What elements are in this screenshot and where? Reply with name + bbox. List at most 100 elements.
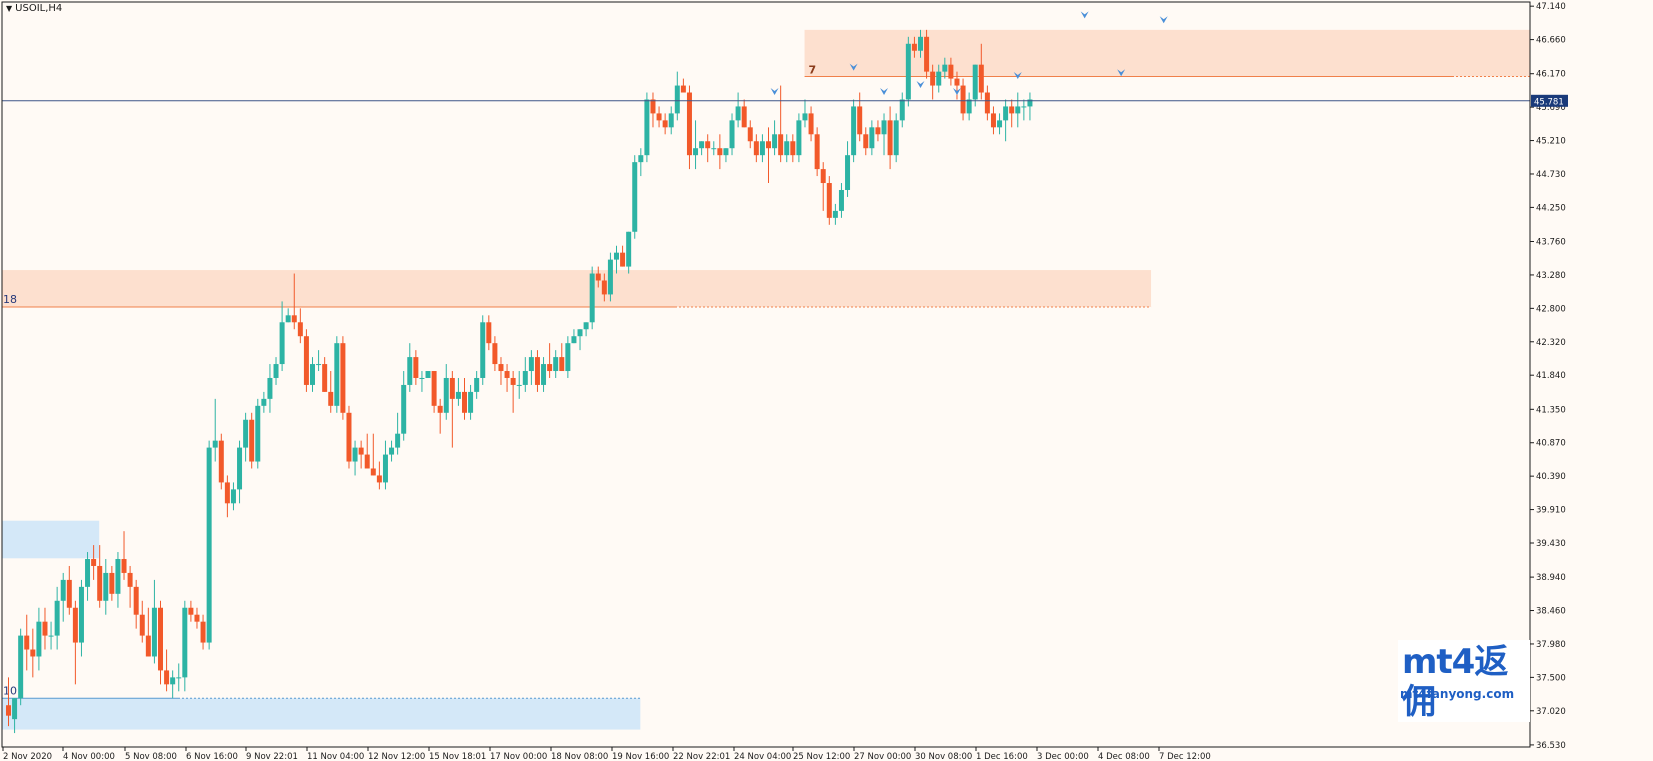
candle-body bbox=[680, 85, 686, 93]
x-tick-label: 30 Nov 08:00 bbox=[915, 752, 972, 761]
zone-mark: 7 bbox=[809, 64, 817, 77]
candle-body bbox=[571, 336, 577, 344]
candle-body bbox=[407, 357, 413, 385]
candle-body bbox=[310, 364, 315, 385]
y-tick-label: 40.870 bbox=[1536, 439, 1566, 449]
candle-body bbox=[413, 357, 419, 378]
candle-body bbox=[237, 447, 243, 490]
candle-body bbox=[291, 315, 297, 323]
candle-body bbox=[1027, 99, 1033, 107]
x-tick-label: 5 Nov 08:00 bbox=[125, 752, 177, 761]
candle-body bbox=[133, 586, 139, 615]
candle-body bbox=[565, 343, 571, 372]
candle-body bbox=[60, 579, 66, 601]
candle-body bbox=[1015, 106, 1021, 114]
candle-body bbox=[303, 336, 309, 385]
candle-body bbox=[176, 677, 182, 679]
x-tick-label: 17 Nov 00:00 bbox=[490, 752, 547, 761]
candle-body bbox=[370, 468, 376, 476]
candle-body bbox=[656, 113, 662, 121]
candle-body bbox=[389, 447, 395, 455]
candle-body bbox=[911, 43, 917, 51]
candle-body bbox=[838, 189, 844, 211]
fractal-arrow-icon bbox=[952, 87, 961, 95]
y-tick-label: 37.500 bbox=[1536, 673, 1566, 683]
candle-body bbox=[978, 64, 984, 93]
x-tick-label: 4 Nov 00:00 bbox=[63, 752, 115, 761]
candle-body bbox=[541, 364, 547, 385]
candle-body bbox=[729, 120, 735, 149]
candle-body bbox=[595, 273, 601, 281]
candle-body bbox=[206, 447, 212, 643]
candle-body bbox=[36, 621, 42, 657]
candle-body bbox=[492, 343, 498, 365]
candle-body bbox=[12, 698, 18, 720]
candle-body bbox=[340, 343, 346, 413]
candle-body bbox=[115, 559, 121, 594]
candle-body bbox=[747, 127, 753, 142]
candle-body bbox=[693, 148, 699, 156]
candle-body bbox=[285, 315, 291, 323]
candle-body bbox=[109, 572, 115, 594]
candle-body bbox=[352, 447, 358, 462]
y-tick-label: 38.460 bbox=[1536, 607, 1566, 617]
candle-body bbox=[528, 357, 534, 372]
candle-body bbox=[30, 649, 36, 657]
fractal-arrow-icon bbox=[1013, 71, 1022, 79]
candle-body bbox=[766, 141, 771, 149]
symbol-title: ▼ USOIL,H4 bbox=[6, 3, 62, 15]
candle-body bbox=[1003, 106, 1009, 121]
y-tick-label: 42.320 bbox=[1536, 338, 1566, 348]
candle-body bbox=[127, 572, 133, 587]
x-tick-label: 27 Nov 00:00 bbox=[854, 752, 911, 761]
candle-body bbox=[382, 454, 388, 483]
candle-body bbox=[121, 559, 127, 573]
candle-body bbox=[924, 36, 930, 72]
candle-body bbox=[930, 71, 936, 86]
candle-body bbox=[741, 106, 747, 128]
candle-body bbox=[832, 210, 838, 218]
candle-body bbox=[583, 322, 589, 330]
y-tick-label: 36.530 bbox=[1536, 741, 1566, 751]
candle-body bbox=[486, 322, 492, 344]
candle-body bbox=[364, 454, 370, 469]
candle-body bbox=[516, 384, 522, 386]
x-tick-label: 18 Nov 08:00 bbox=[551, 752, 608, 761]
y-tick-label: 38.940 bbox=[1536, 573, 1566, 583]
triangle-down-icon[interactable]: ▼ bbox=[6, 4, 13, 13]
candle-body bbox=[18, 635, 24, 699]
candle-body bbox=[194, 614, 200, 622]
candle-body bbox=[139, 614, 145, 636]
y-tick-label: 46.170 bbox=[1536, 70, 1566, 80]
fractal-arrow-icon bbox=[770, 87, 779, 95]
fractal-arrow-icon bbox=[849, 63, 858, 71]
x-tick-label: 19 Nov 16:00 bbox=[612, 752, 669, 761]
x-tick-label: 1 Dec 16:00 bbox=[976, 752, 1028, 761]
candle-body bbox=[273, 364, 279, 378]
candle-body bbox=[6, 705, 11, 716]
candle-body bbox=[784, 141, 790, 156]
y-tick-label: 39.430 bbox=[1536, 539, 1566, 549]
candle-body bbox=[686, 92, 692, 156]
x-tick-label: 11 Nov 04:00 bbox=[307, 752, 364, 761]
candle-body bbox=[48, 635, 54, 637]
candle-body bbox=[711, 148, 717, 150]
candle-body bbox=[826, 183, 832, 218]
zone-label-1: 18 bbox=[3, 293, 17, 306]
candle-body bbox=[717, 148, 723, 156]
candle-body bbox=[668, 113, 674, 128]
candle-body bbox=[249, 419, 255, 462]
candle-body bbox=[984, 92, 990, 114]
candle-body bbox=[54, 600, 60, 636]
candle-body bbox=[674, 85, 680, 114]
candle-body bbox=[966, 99, 972, 114]
fractal-arrow-icon bbox=[1080, 11, 1089, 19]
candle-body bbox=[899, 99, 905, 121]
current-price-label: 45.781 bbox=[1534, 97, 1564, 107]
candle-body bbox=[534, 357, 540, 385]
candle-body bbox=[918, 36, 923, 51]
candle-body bbox=[72, 607, 78, 643]
